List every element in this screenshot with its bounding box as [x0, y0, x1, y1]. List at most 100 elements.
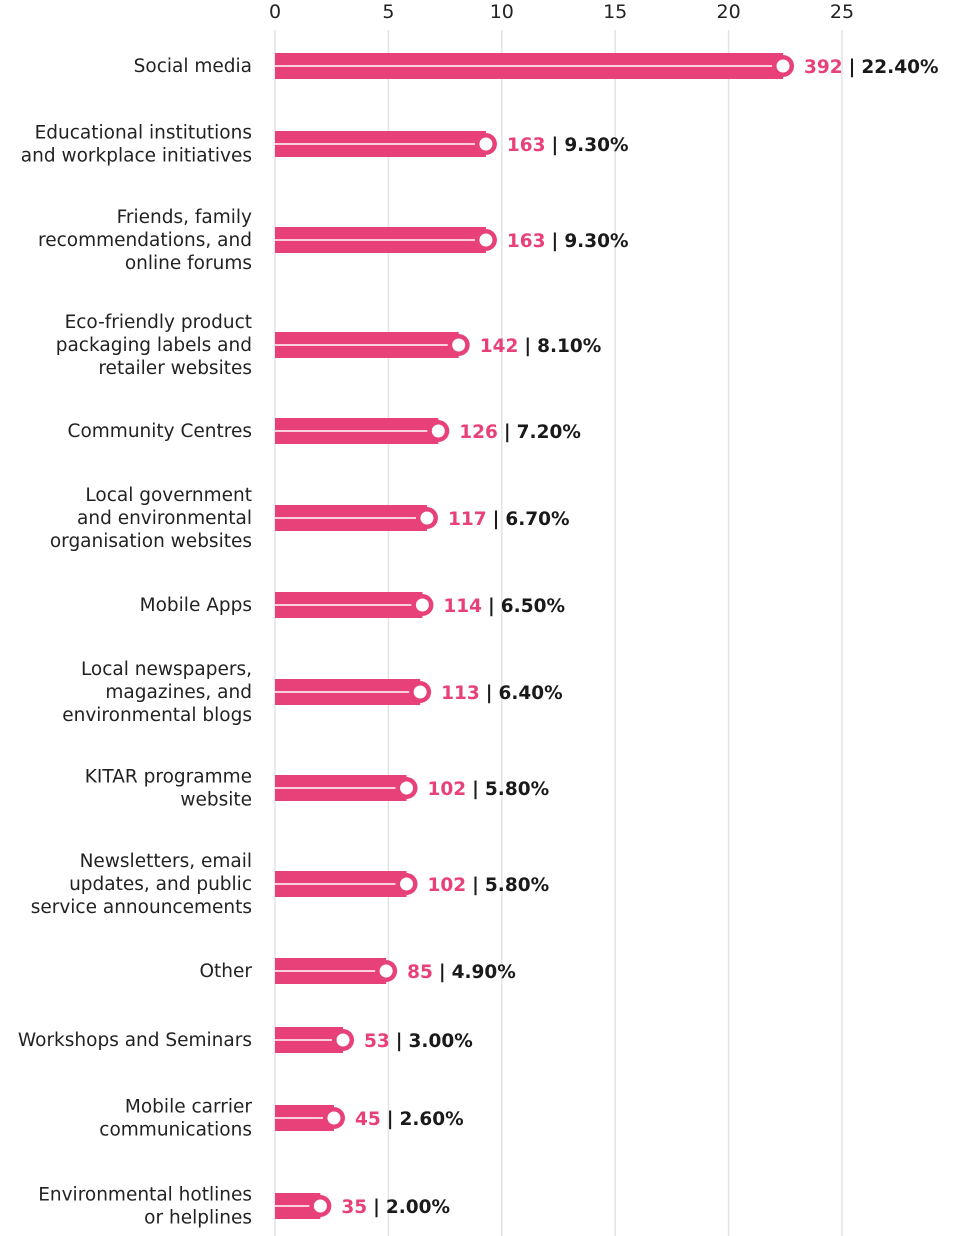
x-axis-tick-labels: 0 5 10 15 20 25 — [269, 1, 854, 23]
category-label: Mobile Apps — [140, 595, 252, 616]
bar-end-marker-core — [479, 137, 493, 151]
value-label: 163 | 9.30% — [507, 231, 629, 252]
value-count: 45 — [355, 1109, 381, 1130]
bar — [275, 227, 497, 253]
value-separator: | — [472, 779, 479, 800]
category-label: Friends, family recommendations, and onlin… — [38, 207, 252, 274]
value-separator: | — [493, 509, 500, 530]
value-percent: 2.00% — [386, 1197, 450, 1218]
bar-end-marker-core — [776, 59, 790, 73]
category-label-line: website — [180, 790, 252, 811]
value-percent: 6.50% — [501, 596, 565, 617]
value-separator: | — [396, 1031, 403, 1052]
value-count: 102 — [428, 779, 467, 800]
category-label-line: organisation websites — [50, 531, 252, 552]
category-label-line: packaging labels and — [56, 335, 252, 356]
value-separator: | — [486, 683, 493, 704]
bar-end-marker-core — [420, 511, 434, 525]
value-label: 45 | 2.60% — [355, 1109, 464, 1130]
category-label: Local government and environmental organis… — [50, 485, 252, 552]
value-percent: 5.80% — [485, 875, 549, 896]
value-percent: 6.70% — [505, 509, 569, 530]
category-label-line: Friends, family — [117, 207, 252, 228]
bar-end-marker-core — [400, 877, 414, 891]
value-separator: | — [387, 1109, 394, 1130]
bar — [275, 53, 795, 79]
bars — [275, 53, 795, 1219]
bar — [275, 958, 398, 984]
category-label-line: Educational institutions — [35, 123, 252, 144]
value-percent: 4.90% — [452, 962, 516, 983]
category-label-line: updates, and public — [69, 874, 252, 895]
category-label: Eco-friendly product packaging labels and… — [56, 312, 252, 379]
bar — [275, 775, 418, 801]
value-separator: | — [552, 135, 559, 156]
category-label: KITAR programme website — [85, 767, 252, 811]
bar-end-marker-core — [413, 685, 427, 699]
category-label: Social media — [134, 56, 252, 77]
bar — [275, 679, 432, 705]
value-count: 126 — [459, 422, 498, 443]
value-percent: 22.40% — [861, 57, 938, 78]
value-label: 53 | 3.00% — [364, 1031, 473, 1052]
x-tick-label: 25 — [830, 1, 854, 23]
category-label: Community Centres — [68, 421, 252, 442]
category-label-line: Local government — [85, 485, 252, 506]
value-percent: 2.60% — [399, 1109, 463, 1130]
value-separator: | — [472, 875, 479, 896]
value-separator: | — [849, 57, 856, 78]
bar — [275, 332, 470, 358]
value-label: 85 | 4.90% — [407, 962, 516, 983]
category-label-line: Environmental hotlines — [38, 1185, 252, 1206]
value-separator: | — [373, 1197, 380, 1218]
value-percent: 3.00% — [409, 1031, 473, 1052]
category-label-line: online forums — [125, 253, 252, 274]
value-count: 142 — [480, 336, 519, 357]
value-percent: 7.20% — [517, 422, 581, 443]
value-percent: 8.10% — [537, 336, 601, 357]
bar — [275, 418, 450, 444]
category-label-line: Local newspapers, — [81, 659, 252, 680]
value-label: 117 | 6.70% — [448, 509, 570, 530]
category-label-line: Mobile Apps — [140, 595, 252, 616]
category-label-line: recommendations, and — [38, 230, 252, 251]
category-label-line: retailer websites — [98, 358, 252, 379]
value-count: 114 — [443, 596, 482, 617]
category-label-line: service announcements — [31, 897, 252, 918]
value-label: 102 | 5.80% — [428, 779, 550, 800]
category-label-line: and workplace initiatives — [21, 146, 252, 167]
value-label: 113 | 6.40% — [441, 683, 563, 704]
value-label: 392 | 22.40% — [804, 57, 938, 78]
value-separator: | — [488, 596, 495, 617]
category-label: Educational institutions and workplace in… — [21, 123, 252, 167]
value-separator: | — [552, 231, 559, 252]
category-label: Mobile carrier communications — [99, 1097, 252, 1141]
x-tick-label: 0 — [269, 1, 281, 23]
value-count: 117 — [448, 509, 487, 530]
grid-lines — [274, 30, 843, 1236]
value-label: 102 | 5.80% — [428, 875, 550, 896]
category-label: Workshops and Seminars — [18, 1030, 252, 1051]
bar-end-marker-core — [452, 338, 466, 352]
bar-end-marker-core — [379, 964, 393, 978]
x-tick-label: 10 — [490, 1, 514, 23]
category-label-line: and environmental — [77, 508, 252, 529]
value-label: 35 | 2.00% — [341, 1197, 450, 1218]
category-label: Environmental hotlines or helplines — [38, 1185, 252, 1229]
bar — [275, 1193, 332, 1219]
category-label-line: Other — [199, 961, 252, 982]
bar-end-marker-core — [415, 598, 429, 612]
value-label: 126 | 7.20% — [459, 422, 581, 443]
value-count: 392 — [804, 57, 843, 78]
category-label: Local newspapers, magazines, and environme… — [62, 659, 252, 726]
value-separator: | — [504, 422, 511, 443]
category-label-line: environmental blogs — [62, 705, 252, 726]
value-percent: 6.40% — [499, 683, 563, 704]
value-percent: 9.30% — [564, 231, 628, 252]
bar — [275, 871, 418, 897]
bar — [275, 505, 438, 531]
category-label-line: Social media — [134, 56, 252, 77]
category-label-line: communications — [99, 1120, 252, 1141]
